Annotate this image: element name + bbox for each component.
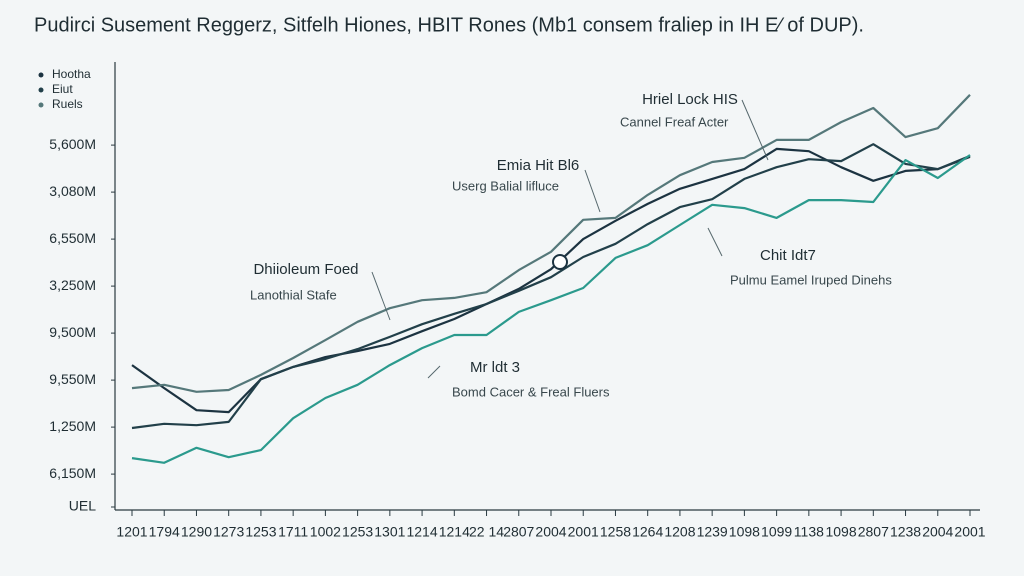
legend-marker bbox=[38, 102, 44, 108]
annotation-text: Pulmu Eamel Iruped Dinehs bbox=[730, 272, 892, 287]
legend-label: Ruels bbox=[52, 97, 83, 111]
x-tick-label: 1238 bbox=[890, 524, 921, 540]
legend-label: Hootha bbox=[52, 67, 91, 81]
legend-label: Eiut bbox=[52, 82, 73, 96]
annotation-title: Dhiioleum Foed bbox=[253, 261, 358, 278]
y-tick-label: UEL bbox=[69, 498, 96, 514]
x-tick-label: 1099 bbox=[761, 524, 792, 540]
y-tick-label: 9,500M bbox=[49, 324, 96, 340]
x-tick-label: 1273 bbox=[213, 524, 244, 540]
leader-line bbox=[371, 271, 391, 321]
x-tick-label: 1138 bbox=[794, 524, 824, 540]
series-line bbox=[131, 143, 971, 430]
series-line bbox=[131, 154, 971, 464]
x-tick-label: 1253 bbox=[245, 524, 276, 540]
x-tick-label: 1214 bbox=[406, 524, 437, 540]
highlight-marker bbox=[552, 254, 568, 270]
x-tick-label: 2001 bbox=[954, 524, 985, 540]
y-tick-label: 3,250M bbox=[49, 277, 96, 293]
x-tick-label: 2004 bbox=[535, 524, 566, 540]
annotation-title: Emia Hit Bl6 bbox=[497, 157, 580, 174]
x-tick-label: 2807 bbox=[858, 524, 889, 540]
x-tick-label: 1258 bbox=[600, 524, 631, 540]
y-tick-label: 6,150M bbox=[49, 465, 96, 481]
leader-line bbox=[707, 227, 723, 257]
leader-line bbox=[427, 365, 441, 379]
x-tick-label: 2807 bbox=[503, 524, 534, 540]
annotation-text: Cannel Freaf Acter bbox=[620, 114, 729, 129]
x-tick-label: 1264 bbox=[632, 524, 663, 540]
y-tick-label: 6,550M bbox=[49, 230, 96, 246]
x-tick-label: 1201 bbox=[116, 524, 147, 540]
y-tick-label: 5,600M bbox=[49, 136, 96, 152]
annotation-text: Lanothial Stafe bbox=[250, 287, 337, 302]
legend-marker bbox=[38, 87, 44, 93]
annotation-title: Mr ldt 3 bbox=[470, 359, 520, 376]
leader-line bbox=[741, 99, 769, 161]
x-tick-label: 1208 bbox=[664, 524, 695, 540]
x-tick-label: 2004 bbox=[922, 524, 953, 540]
chart-title: Pudirci Susement Reggerz, Sitfelh Hiones… bbox=[34, 14, 864, 36]
annotation-title: Chit Idt7 bbox=[760, 247, 816, 264]
x-tick-label: 1253 bbox=[342, 524, 373, 540]
x-tick-label: 1794 bbox=[149, 524, 180, 540]
legend-marker bbox=[38, 72, 44, 78]
x-tick-label: 1214 bbox=[439, 524, 470, 540]
x-tick-label: 1098 bbox=[729, 524, 760, 540]
series-line bbox=[131, 94, 971, 393]
annotation-text: Bomd Cacer & Freal Fluers bbox=[452, 384, 610, 399]
y-tick-label: 1,250M bbox=[49, 418, 96, 434]
x-tick-label: 1239 bbox=[697, 524, 728, 540]
annotation-text: Userg Balial lifluce bbox=[452, 178, 559, 193]
annotation-title: Hriel Lock HIS bbox=[642, 91, 738, 108]
x-tick-label: 1290 bbox=[181, 524, 212, 540]
x-tick-label: 1098 bbox=[825, 524, 856, 540]
x-tick-label: 1711 bbox=[278, 524, 308, 540]
x-tick-label: 22 14 bbox=[469, 524, 504, 540]
x-tick-label: 1301 bbox=[374, 524, 405, 540]
x-tick-label: 1002 bbox=[310, 524, 341, 540]
x-tick-label: 2001 bbox=[568, 524, 599, 540]
y-tick-label: 3,080M bbox=[49, 183, 96, 199]
leader-line bbox=[584, 169, 601, 213]
y-tick-label: 9,550M bbox=[49, 371, 96, 387]
